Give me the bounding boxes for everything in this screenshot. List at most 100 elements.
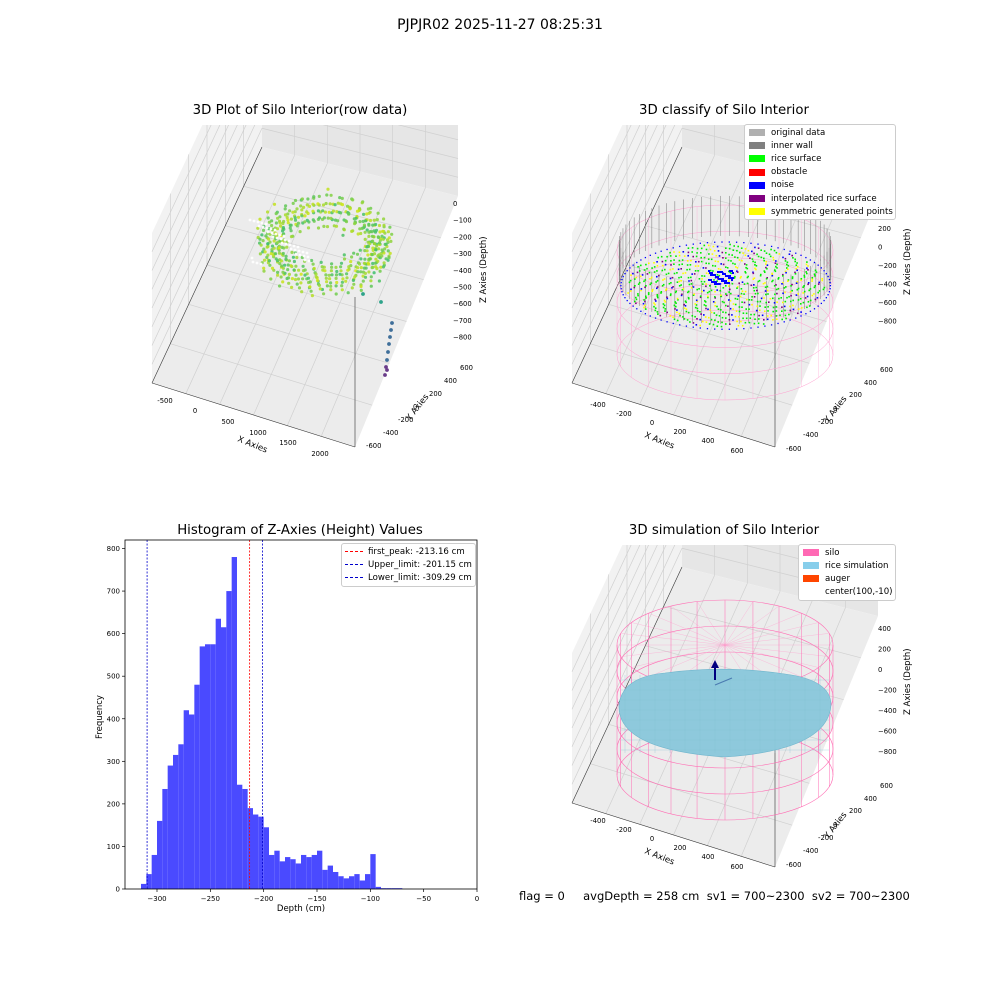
classified-point [772, 319, 774, 321]
simulation-legend: silo rice simulation auger center(100,-10) [798, 544, 896, 601]
classified-point [699, 295, 702, 297]
classified-point [761, 314, 764, 317]
classified-point [758, 279, 761, 282]
classified-point [707, 258, 710, 260]
noise-point [679, 324, 681, 326]
classified-point [752, 271, 754, 274]
classified-point [674, 291, 677, 294]
point [295, 255, 299, 260]
classified-point [664, 268, 666, 271]
classified-point [686, 319, 689, 321]
classified-point [638, 281, 641, 284]
classified-point [687, 251, 690, 254]
z-tick: 0 [878, 666, 882, 674]
noise-point [644, 313, 647, 315]
classified-point [702, 320, 704, 323]
classified-point [685, 308, 688, 310]
noise-point [783, 248, 785, 251]
classified-point [684, 272, 687, 274]
point [292, 268, 296, 272]
classified-point [648, 271, 651, 274]
point [316, 209, 320, 213]
classified-point [738, 282, 740, 284]
classified-point [705, 262, 707, 265]
noise-point [632, 305, 634, 307]
classified-point [673, 272, 676, 275]
gap [269, 227, 273, 231]
classified-point [788, 313, 790, 316]
classified-point [705, 285, 707, 287]
point [317, 216, 322, 220]
classified-point [789, 309, 792, 312]
z-tick: −200 [878, 262, 897, 270]
classified-point [678, 259, 681, 262]
legend-item: obstacle [745, 166, 895, 179]
classified-point [808, 289, 810, 292]
x-tick-label: −100 [361, 895, 380, 903]
classified-point [786, 267, 788, 269]
z-tick: −200 [453, 233, 472, 241]
classified-point [808, 305, 811, 307]
point [370, 266, 374, 270]
classified-point [795, 294, 798, 296]
legend-swatch [803, 575, 819, 583]
classified-point [689, 321, 691, 323]
y-tick: 400 [444, 377, 457, 385]
classified-point [683, 307, 686, 309]
classified-point [669, 268, 672, 271]
classified-point [635, 296, 637, 299]
noise-point [809, 259, 812, 261]
classified-point [755, 268, 757, 271]
classified-point [750, 299, 753, 301]
classified-point [663, 299, 666, 302]
noise-point [827, 294, 829, 296]
classified-point [711, 253, 714, 255]
point [369, 284, 373, 288]
z-tick: −500 [453, 284, 472, 292]
classified-point [647, 293, 650, 296]
classified-point [760, 273, 762, 276]
classified-point [712, 323, 715, 326]
point [310, 294, 314, 298]
classified-point [728, 313, 730, 316]
point [303, 214, 307, 218]
point [276, 216, 280, 220]
classified-point [675, 302, 677, 304]
classified-point [700, 247, 703, 250]
histogram-bar [237, 784, 243, 889]
noise-point [722, 273, 724, 275]
classified-point [681, 263, 683, 265]
classified-point [803, 290, 806, 293]
classified-point [781, 318, 783, 321]
point [278, 284, 282, 288]
point [305, 203, 309, 207]
point [295, 224, 299, 228]
y-tick: -200 [818, 418, 833, 426]
classified-point [740, 288, 743, 290]
classified-point [734, 303, 737, 306]
y-tick: 400 [864, 379, 877, 387]
point [292, 259, 296, 264]
classified-point [734, 297, 737, 300]
point [331, 209, 335, 213]
classified-point [705, 307, 707, 310]
classified-point [744, 254, 747, 257]
classified-point [635, 298, 638, 301]
point [359, 270, 363, 274]
point [276, 273, 280, 277]
point [288, 209, 292, 213]
point [296, 277, 301, 281]
classified-point [676, 281, 679, 283]
noise-point [685, 244, 688, 246]
classified-point [700, 260, 703, 263]
classified-point [787, 268, 789, 271]
classified-point [752, 287, 755, 289]
classified-point [753, 322, 756, 325]
classified-point [696, 307, 699, 310]
point [380, 254, 384, 258]
point [296, 221, 300, 225]
classified-point [745, 312, 748, 315]
